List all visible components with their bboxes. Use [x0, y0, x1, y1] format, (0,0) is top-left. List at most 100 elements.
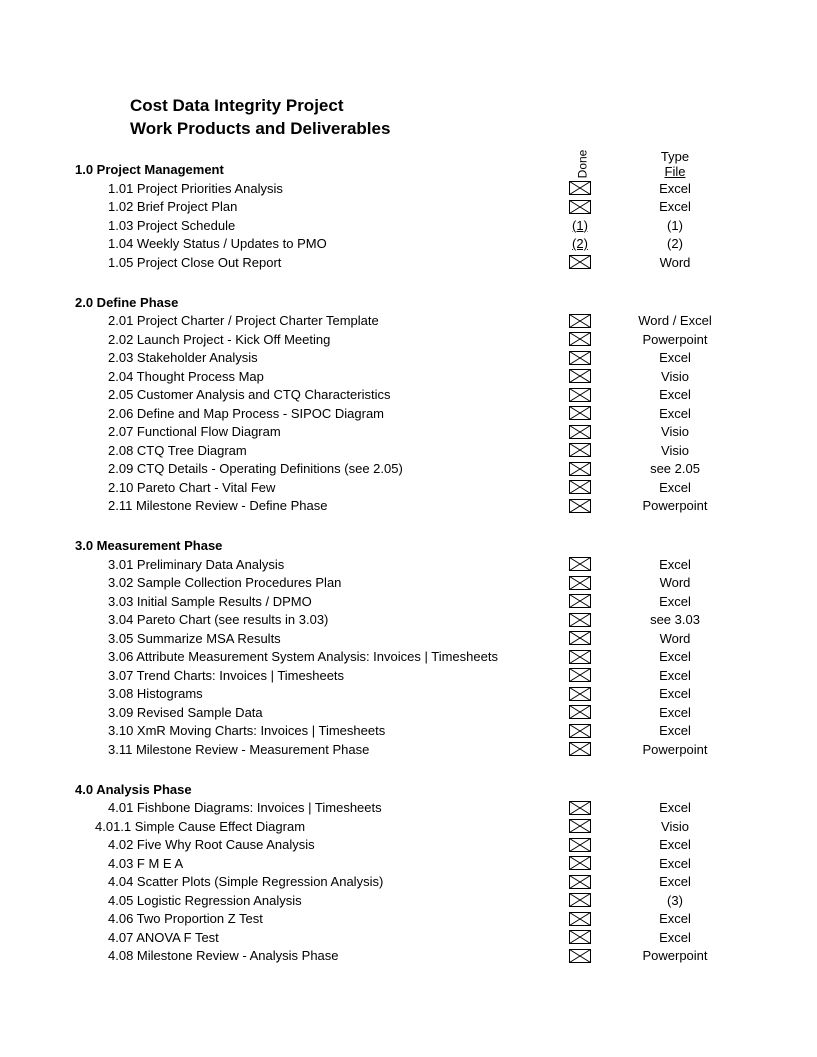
done-checkbox-icon	[569, 425, 591, 439]
done-checkbox-icon	[569, 480, 591, 494]
done-checkbox-icon	[569, 388, 591, 402]
deliverable-label: 1.03 Project Schedule	[75, 218, 565, 233]
deliverable-row: 3.07 Trend Charts: Invoices | Timesheets…	[75, 666, 757, 685]
deliverable-row: 2.05 Customer Analysis and CTQ Character…	[75, 385, 757, 404]
done-cell	[565, 462, 595, 476]
done-checkbox-icon	[569, 838, 591, 852]
done-checkbox-icon	[569, 631, 591, 645]
type-cell: Excel	[615, 199, 735, 214]
done-checkbox-icon	[569, 668, 591, 682]
done-checkbox-icon	[569, 893, 591, 907]
type-cell: Excel	[615, 649, 735, 664]
deliverable-label: 2.09 CTQ Details - Operating Definitions…	[75, 461, 565, 476]
deliverable-row: 3.02 Sample Collection Procedures PlanWo…	[75, 573, 757, 592]
done-cell	[565, 668, 595, 682]
done-checkbox-icon	[569, 332, 591, 346]
deliverable-label: 4.03 F M E A	[75, 856, 565, 871]
deliverable-row: 1.04 Weekly Status / Updates to PMO(2)(2…	[75, 234, 757, 253]
done-checkbox-icon	[569, 499, 591, 513]
done-checkbox-icon	[569, 819, 591, 833]
type-cell: Excel	[615, 480, 735, 495]
done-cell	[565, 406, 595, 420]
deliverable-label: 1.05 Project Close Out Report	[75, 255, 565, 270]
done-cell	[565, 499, 595, 513]
deliverable-label: 4.08 Milestone Review - Analysis Phase	[75, 948, 565, 963]
done-checkbox-icon	[569, 369, 591, 383]
done-checkbox-icon	[569, 406, 591, 420]
deliverable-row: 4.08 Milestone Review - Analysis PhasePo…	[75, 946, 757, 965]
done-checkbox-icon	[569, 594, 591, 608]
deliverable-row: 2.07 Functional Flow Diagram Visio	[75, 422, 757, 441]
done-cell	[565, 388, 595, 402]
deliverable-row: 4.01.1 Simple Cause Effect DiagramVisio	[75, 817, 757, 836]
column-type-header: TypeFile	[615, 149, 735, 179]
type-cell: see 3.03	[615, 612, 735, 627]
type-cell: (3)	[615, 893, 735, 908]
deliverable-row: 2.01 Project Charter / Project Charter T…	[75, 311, 757, 330]
done-cell	[565, 369, 595, 383]
done-cell	[565, 443, 595, 457]
done-cell	[565, 425, 595, 439]
section-heading: 2.0 Define Phase	[75, 293, 757, 311]
deliverable-label: 1.04 Weekly Status / Updates to PMO	[75, 236, 565, 251]
deliverable-row: 3.10 XmR Moving Charts: Invoices | Times…	[75, 721, 757, 740]
deliverable-label: 3.11 Milestone Review - Measurement Phas…	[75, 742, 565, 757]
deliverable-row: 3.06 Attribute Measurement System Analys…	[75, 647, 757, 666]
done-checkbox-icon	[569, 314, 591, 328]
type-cell: Excel	[615, 686, 735, 701]
type-cell: (2)	[615, 236, 735, 251]
section-heading: 3.0 Measurement Phase	[75, 537, 757, 555]
type-cell: Visio	[615, 424, 735, 439]
deliverable-row: 4.04 Scatter Plots (Simple Regression An…	[75, 872, 757, 891]
deliverable-row: 4.05 Logistic Regression Analysis(3)	[75, 891, 757, 910]
deliverable-label: 1.01 Project Priorities Analysis	[75, 181, 565, 196]
deliverable-label: 3.09 Revised Sample Data	[75, 705, 565, 720]
type-cell: Word / Excel	[615, 313, 735, 328]
title-block: Cost Data Integrity Project Work Product…	[130, 95, 757, 141]
done-cell	[565, 314, 595, 328]
section: 4.0 Analysis Phase 4.01 Fishbone Diagrams…	[75, 780, 757, 965]
done-cell	[565, 930, 595, 944]
done-cell	[565, 705, 595, 719]
deliverable-row: 3.11 Milestone Review - Measurement Phas…	[75, 740, 757, 759]
section: 1.0 Project ManagementDoneTypeFile1.01 P…	[75, 151, 757, 272]
done-cell	[565, 724, 595, 738]
section: 2.0 Define Phase2.01 Project Charter / P…	[75, 293, 757, 515]
deliverable-label: 3.03 Initial Sample Results / DPMO	[75, 594, 565, 609]
deliverable-row: 4.07 ANOVA F TestExcel	[75, 928, 757, 947]
deliverable-label: 2.02 Launch Project - Kick Off Meeting	[75, 332, 565, 347]
type-cell: Visio	[615, 819, 735, 834]
deliverable-row: 2.10 Pareto Chart - Vital FewExcel	[75, 478, 757, 497]
deliverable-row: 1.03 Project Schedule(1)(1)	[75, 216, 757, 235]
deliverable-label: 3.10 XmR Moving Charts: Invoices | Times…	[75, 723, 565, 738]
done-checkbox-icon	[569, 724, 591, 738]
deliverable-label: 2.06 Define and Map Process - SIPOC Diag…	[75, 406, 565, 421]
deliverable-label: 2.11 Milestone Review - Define Phase	[75, 498, 565, 513]
done-checkbox-icon	[569, 742, 591, 756]
deliverable-label: 2.07 Functional Flow Diagram	[75, 424, 565, 439]
type-cell: Word	[615, 575, 735, 590]
done-checkbox-icon	[569, 351, 591, 365]
title-line-2: Work Products and Deliverables	[130, 118, 757, 141]
deliverable-label: 4.01 Fishbone Diagrams: Invoices | Times…	[75, 800, 565, 815]
type-cell: Visio	[615, 443, 735, 458]
deliverable-row: 2.08 CTQ Tree Diagram Visio	[75, 441, 757, 460]
deliverable-label: 2.08 CTQ Tree Diagram	[75, 443, 565, 458]
type-cell: Excel	[615, 723, 735, 738]
done-checkbox-icon	[569, 687, 591, 701]
done-cell	[565, 594, 595, 608]
section-heading: 4.0 Analysis Phase	[75, 780, 757, 798]
deliverable-label: 2.03 Stakeholder Analysis	[75, 350, 565, 365]
done-cell	[565, 200, 595, 214]
type-cell: Excel	[615, 911, 735, 926]
deliverable-row: 1.05 Project Close Out ReportWord	[75, 253, 757, 272]
done-checkbox-icon	[569, 443, 591, 457]
type-cell: Excel	[615, 350, 735, 365]
done-checkbox-icon	[569, 462, 591, 476]
type-cell: Excel	[615, 837, 735, 852]
done-cell	[565, 856, 595, 870]
done-cell	[565, 687, 595, 701]
header-row: 1.0 Project ManagementDoneTypeFile	[75, 151, 757, 179]
deliverable-row: 1.01 Project Priorities AnalysisExcel	[75, 179, 757, 198]
done-cell	[565, 875, 595, 889]
